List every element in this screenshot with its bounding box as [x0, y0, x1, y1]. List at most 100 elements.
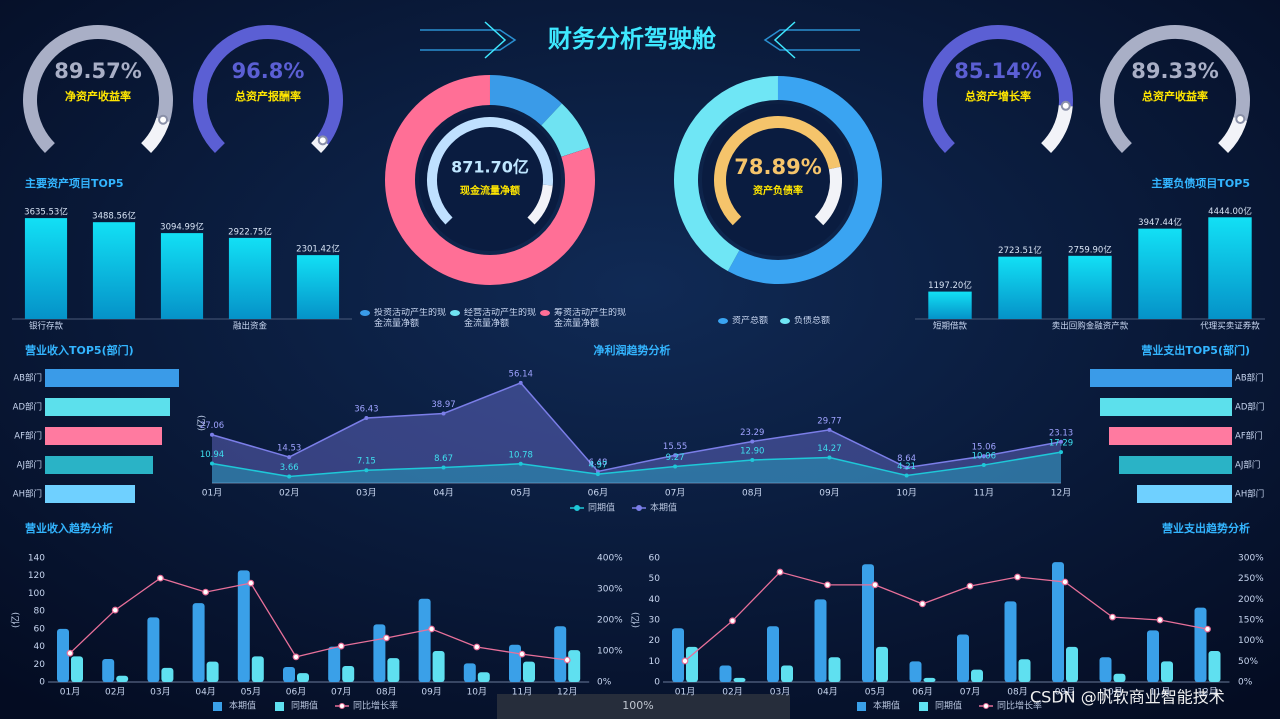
y-tick-label: 0: [39, 678, 45, 688]
gauge-knob: [158, 114, 169, 125]
data-label: 12.90: [740, 446, 764, 456]
y-tick-label: 60: [649, 554, 661, 564]
point: [750, 457, 755, 462]
gauge-title: 总资产报酬率: [235, 89, 301, 103]
y-axis-label: (亿): [10, 612, 22, 628]
x-tick-label: 02月: [105, 687, 125, 698]
bar: [251, 656, 264, 682]
x-tick-label: 05月: [511, 488, 531, 499]
data-label: 7.15: [357, 457, 376, 467]
y-tick-label: AD部门: [1235, 402, 1264, 413]
bar: [283, 666, 295, 682]
data-label: 3947.44亿: [1138, 217, 1182, 228]
y2-tick-label: 0%: [597, 678, 612, 688]
legend-label: 同比增长率: [353, 700, 398, 712]
y-tick-label: AD部门: [13, 402, 42, 413]
x-tick-label: 07月: [960, 687, 980, 698]
legend-label: 本期值: [650, 502, 677, 514]
gauge-arc: [23, 25, 173, 154]
data-label: 15.55: [663, 442, 687, 452]
bar: [1066, 646, 1078, 682]
bar: [1113, 673, 1126, 682]
y2-tick-label: 300%: [597, 585, 623, 595]
bar: [1208, 651, 1221, 682]
y-tick-label: 50: [649, 574, 661, 584]
bar: [719, 665, 732, 682]
point: [563, 656, 571, 664]
point: [1061, 578, 1069, 586]
donut-slice: [727, 76, 882, 284]
bar: [1052, 562, 1064, 682]
point: [156, 574, 164, 582]
line: [211, 381, 1062, 473]
bar: [116, 675, 129, 682]
x-tick-label: 融出资金: [233, 321, 268, 332]
point: [1204, 625, 1211, 633]
center-ring: [527, 184, 553, 225]
chart-title: 营业收入TOP5(部门): [25, 343, 134, 357]
donut-slice: [385, 75, 595, 285]
legend-item: 筹资活动产生的现金流量净额: [554, 308, 626, 329]
data-label: 3094.99亿: [160, 222, 204, 233]
bar: [228, 237, 272, 319]
gauge-arc: [923, 25, 1073, 154]
legend-marker: [275, 702, 284, 711]
data-label: 8.67: [434, 454, 453, 464]
chart-title: 营业收入趋势分析: [25, 521, 113, 535]
legend-marker: [780, 318, 790, 324]
x-tick-label: 01月: [60, 687, 80, 698]
legend-marker: [360, 310, 370, 316]
chart-title: 主要资产项目TOP5: [25, 176, 124, 190]
gauge-arc: [193, 25, 343, 154]
point: [473, 643, 481, 651]
bar: [767, 626, 779, 682]
bar: [923, 677, 936, 682]
donut-slice: [489, 75, 562, 126]
point: [287, 474, 292, 479]
x-tick-label: 短期借款: [933, 321, 968, 332]
point: [247, 579, 255, 587]
y-tick-label: 10: [649, 657, 661, 667]
gauge-arc: [1100, 25, 1250, 154]
y2-tick-label: 400%: [597, 554, 623, 564]
data-label: 2301.42亿: [296, 244, 340, 255]
gauge-value: 85.14%: [954, 59, 1041, 83]
bar: [523, 661, 535, 682]
legend-label: 经营活动产生的现金流量净额: [464, 308, 536, 329]
data-label: 27.06: [200, 421, 224, 431]
bar: [862, 564, 874, 682]
donut-core: [419, 109, 561, 251]
legend-marker: [574, 505, 580, 511]
bar: [876, 646, 888, 682]
legend-item: 投资活动产生的现金流量净额: [374, 308, 446, 329]
data-label: 1197.20亿: [928, 280, 972, 291]
data-label: 38.97: [431, 400, 455, 410]
point: [1109, 613, 1116, 621]
toolbar: [497, 694, 790, 719]
chart-title: 营业支出TOP5(部门): [1141, 343, 1250, 357]
y-tick-label: AJ部门: [1235, 460, 1260, 471]
x-tick-label: 04月: [817, 687, 837, 698]
bar: [1138, 228, 1182, 319]
bar: [998, 256, 1042, 319]
x-tick-label: 12月: [1197, 687, 1217, 698]
bar: [928, 291, 972, 319]
point: [337, 642, 345, 650]
bar: [1099, 657, 1112, 682]
area: [212, 452, 1061, 483]
line: [69, 577, 568, 661]
data-label: 3635.53亿: [24, 207, 68, 218]
toolbar-zoom[interactable]: 100%: [622, 699, 653, 712]
y-tick-label: 20: [649, 636, 661, 646]
bar: [509, 644, 521, 682]
data-label: 10.78: [509, 450, 533, 460]
legend-label: 负债总额: [794, 316, 831, 326]
y-tick-label: 60: [34, 624, 46, 634]
bar: [45, 398, 170, 416]
legend-label: 资产总额: [732, 316, 769, 326]
legend-item: 负债总额: [794, 316, 831, 326]
data-label: 8.64: [897, 454, 916, 464]
y2-tick-label: 300%: [1238, 554, 1264, 564]
y-tick-label: 140: [28, 554, 45, 564]
